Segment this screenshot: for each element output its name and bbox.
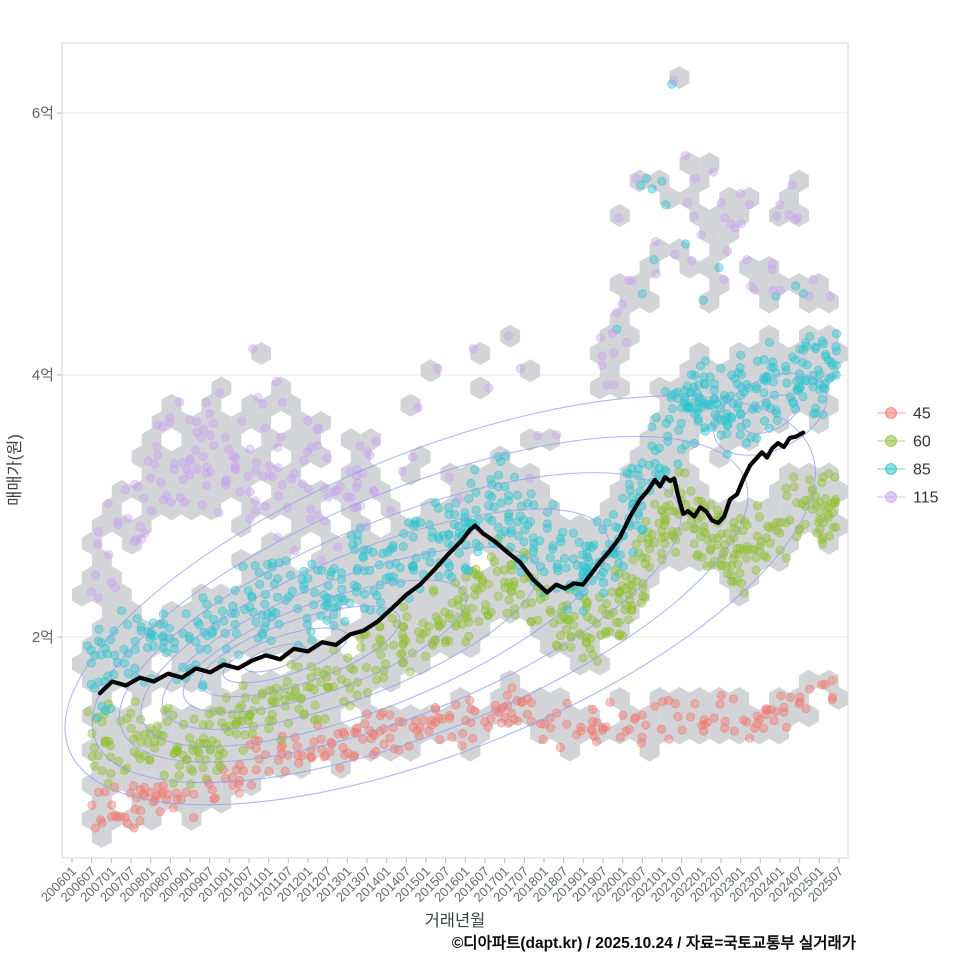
legend-item-85[interactable]: 85 xyxy=(877,462,931,479)
y-axis-title: 매매가(원) xyxy=(5,434,24,506)
legend-label-115: 115 xyxy=(913,490,939,507)
scatter-series-60 xyxy=(83,467,841,789)
scatter-layer xyxy=(83,75,842,833)
legend-key-60 xyxy=(877,435,905,447)
legend-key-115 xyxy=(877,491,905,503)
x-axis-ticks: 2006012006072007012007072008012008072009… xyxy=(38,858,846,905)
legend-key-85 xyxy=(877,463,905,475)
legend-label-60: 60 xyxy=(913,434,931,451)
legend: 45 60 85 115 xyxy=(877,406,939,507)
legend-key-45 xyxy=(877,407,905,419)
scatter-series-115 xyxy=(86,75,835,602)
y-tick-label-6: 6억 xyxy=(32,105,54,122)
y-tick-label-2: 2억 xyxy=(32,629,54,646)
legend-item-60[interactable]: 60 xyxy=(877,434,931,451)
x-axis-title: 거래년월 xyxy=(425,911,486,930)
legend-item-45[interactable]: 45 xyxy=(877,406,931,423)
source-caption: ©디아파트(dapt.kr) / 2025.10.24 / 자료=국토교통부 실… xyxy=(452,934,857,952)
y-tick-label-4: 4억 xyxy=(32,367,54,384)
legend-item-115[interactable]: 115 xyxy=(877,490,939,507)
trend-line xyxy=(97,430,806,696)
panel-border xyxy=(61,42,849,859)
legend-label-45: 45 xyxy=(913,406,931,423)
legend-label-85: 85 xyxy=(913,462,931,479)
y-axis-ticks xyxy=(57,112,62,638)
